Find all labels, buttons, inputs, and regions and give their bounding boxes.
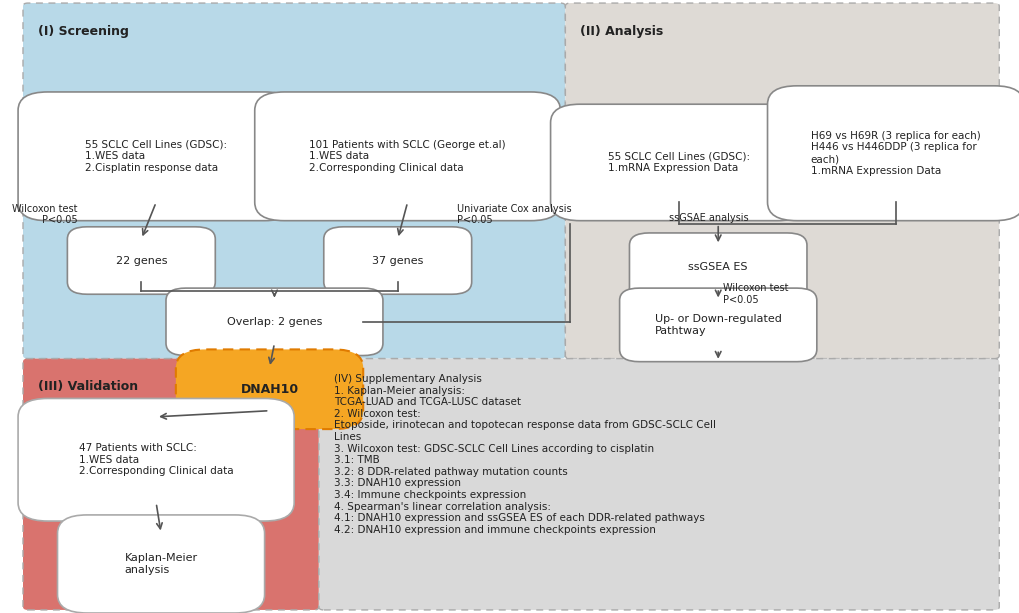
FancyBboxPatch shape bbox=[18, 398, 293, 521]
Text: Wilcoxon test
P<0.05: Wilcoxon test P<0.05 bbox=[12, 204, 77, 226]
Text: 101 Patients with SCLC (George et.al)
1.WES data
2.Corresponding Clinical data: 101 Patients with SCLC (George et.al) 1.… bbox=[309, 140, 505, 173]
Text: ssGSAE analysis: ssGSAE analysis bbox=[668, 213, 748, 223]
FancyBboxPatch shape bbox=[619, 288, 816, 362]
FancyBboxPatch shape bbox=[23, 359, 319, 610]
Text: 37 genes: 37 genes bbox=[372, 256, 423, 265]
Text: (II) Analysis: (II) Analysis bbox=[580, 25, 662, 37]
Text: 22 genes: 22 genes bbox=[115, 256, 167, 265]
Text: (IV) Supplementary Analysis
1. Kaplan-Meier analysis:
TCGA-LUAD and TCGA-LUSC da: (IV) Supplementary Analysis 1. Kaplan-Me… bbox=[333, 374, 715, 535]
FancyBboxPatch shape bbox=[166, 288, 382, 356]
FancyBboxPatch shape bbox=[57, 515, 264, 613]
FancyBboxPatch shape bbox=[766, 86, 1019, 221]
Text: H69 vs H69R (3 replica for each)
H446 vs H446DDP (3 replica for
each)
1.mRNA Exp: H69 vs H69R (3 replica for each) H446 vs… bbox=[810, 131, 979, 176]
Text: Univariate Cox analysis
P<0.05: Univariate Cox analysis P<0.05 bbox=[457, 204, 571, 226]
FancyBboxPatch shape bbox=[18, 92, 293, 221]
Text: 47 Patients with SCLC:
1.WES data
2.Corresponding Clinical data: 47 Patients with SCLC: 1.WES data 2.Corr… bbox=[78, 443, 233, 476]
Text: Wilcoxon test
P<0.05: Wilcoxon test P<0.05 bbox=[722, 283, 788, 305]
FancyBboxPatch shape bbox=[67, 227, 215, 294]
FancyBboxPatch shape bbox=[565, 3, 999, 359]
FancyBboxPatch shape bbox=[550, 104, 806, 221]
Text: (III) Validation: (III) Validation bbox=[38, 380, 138, 393]
FancyBboxPatch shape bbox=[23, 3, 565, 359]
FancyBboxPatch shape bbox=[323, 227, 471, 294]
FancyBboxPatch shape bbox=[319, 359, 999, 610]
Text: 55 SCLC Cell Lines (GDSC):
1.mRNA Expression Data: 55 SCLC Cell Lines (GDSC): 1.mRNA Expres… bbox=[607, 151, 749, 173]
Text: Overlap: 2 genes: Overlap: 2 genes bbox=[226, 317, 322, 327]
FancyBboxPatch shape bbox=[255, 92, 559, 221]
Text: 55 SCLC Cell Lines (GDSC):
1.WES data
2.Cisplatin response data: 55 SCLC Cell Lines (GDSC): 1.WES data 2.… bbox=[85, 140, 227, 173]
FancyBboxPatch shape bbox=[175, 349, 363, 429]
Text: DNAH10: DNAH10 bbox=[240, 383, 299, 396]
Text: (I) Screening: (I) Screening bbox=[38, 25, 128, 37]
Text: ssGSEA ES: ssGSEA ES bbox=[688, 262, 747, 272]
Text: Up- or Down-regulated
Pathtway: Up- or Down-regulated Pathtway bbox=[654, 314, 781, 336]
Text: Kaplan-Meier
analysis: Kaplan-Meier analysis bbox=[124, 553, 198, 575]
FancyBboxPatch shape bbox=[629, 233, 806, 300]
